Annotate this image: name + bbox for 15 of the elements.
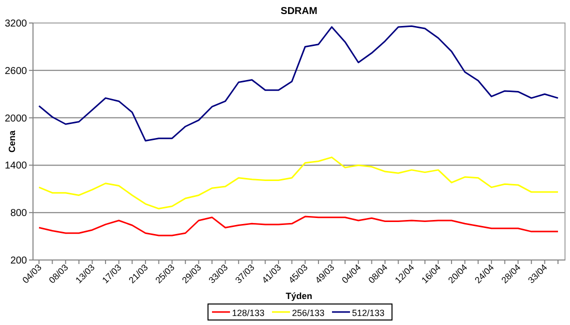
x-axis-title: Týden <box>286 291 312 301</box>
line-series <box>38 25 559 142</box>
line-series <box>38 156 559 210</box>
y-tick-label: 2600 <box>4 66 28 77</box>
y-tick-label: 200 <box>10 256 28 266</box>
y-tick-label: 3200 <box>4 18 28 30</box>
y-tick-label: 1400 <box>4 160 28 172</box>
line-series <box>38 216 559 236</box>
y-tick-label: 2000 <box>4 113 28 124</box>
legend-label: 512/133 <box>352 308 385 318</box>
y-tick-label: 800 <box>10 208 28 220</box>
legend-label: 256/133 <box>292 308 325 318</box>
y-axis-title: Cena <box>7 130 17 153</box>
legend-label: 128/133 <box>232 308 265 318</box>
chart-title: SDRAM <box>280 6 318 17</box>
